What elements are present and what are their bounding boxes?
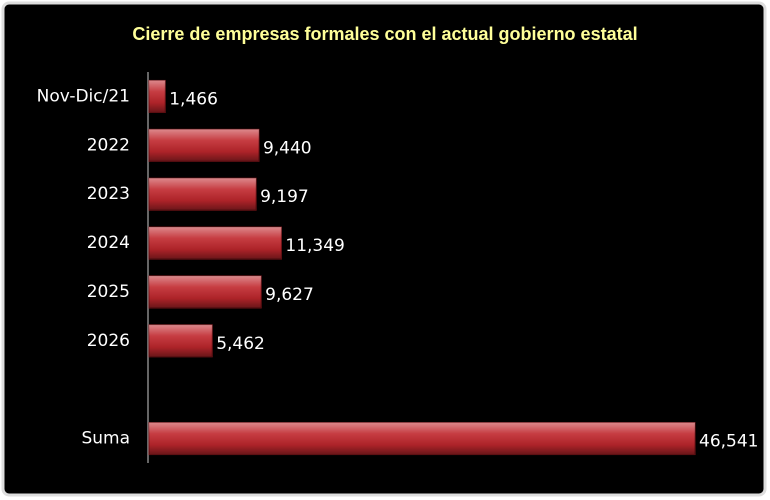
bar-shine — [149, 324, 213, 357]
y-tick-label: 2023 — [87, 184, 130, 204]
chart-title: Cierre de empresas formales con el actua… — [132, 24, 637, 44]
bar-shine — [149, 178, 257, 211]
bar-shine — [149, 227, 282, 260]
bar-shine — [149, 129, 259, 162]
y-tick-label: Nov-Dic/21 — [37, 86, 130, 106]
y-tick-label: 2026 — [87, 331, 130, 351]
bar-shine — [149, 80, 166, 113]
bar-shine — [149, 422, 695, 455]
data-label: 11,349 — [285, 236, 344, 256]
bar-shine — [149, 275, 262, 308]
data-label: 9,627 — [265, 285, 314, 305]
data-label: 9,197 — [260, 187, 309, 207]
data-label: 1,466 — [169, 89, 218, 109]
y-tick-label: 2024 — [87, 233, 130, 253]
data-label: 9,440 — [263, 138, 312, 158]
y-tick-label: 2025 — [87, 282, 130, 302]
y-tick-label: 2022 — [87, 135, 130, 155]
y-tick-label: Suma — [81, 429, 130, 449]
data-label: 5,462 — [216, 334, 265, 354]
data-label: 46,541 — [699, 432, 758, 452]
